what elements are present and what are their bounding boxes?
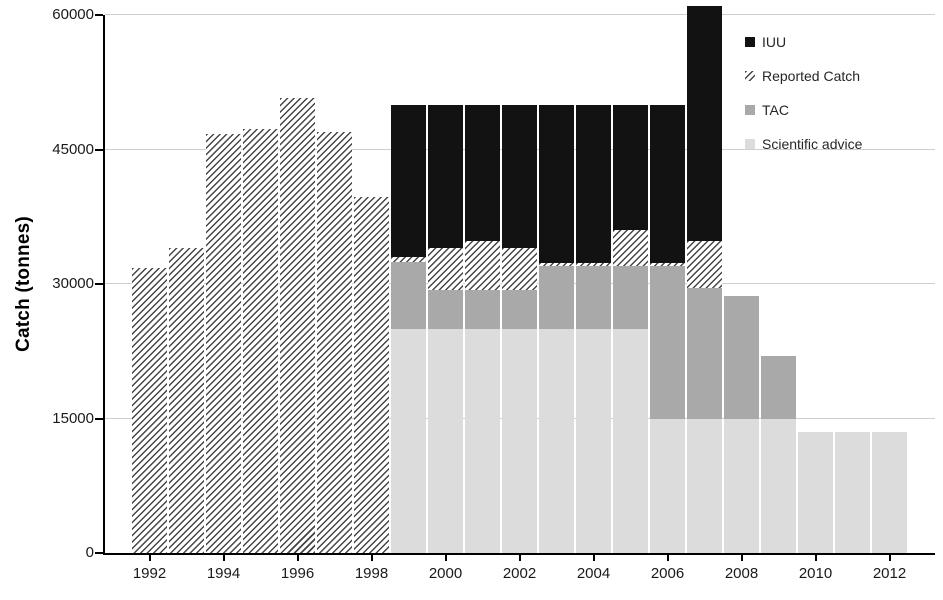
y-tick-label-15000: 15000: [52, 409, 94, 427]
bar-2005-tac: [613, 266, 648, 329]
legend: IUU Reported Catch TAC Scientific advice: [745, 25, 862, 161]
gridline-60000: [105, 14, 935, 15]
legend-swatch-tac: [745, 105, 755, 115]
bar-1995-reported_catch: [243, 128, 278, 553]
bar-2003-reported_catch: [539, 263, 574, 267]
x-tick-label-2008: 2008: [724, 565, 759, 582]
legend-item-tac: TAC: [745, 93, 862, 127]
x-tick-label-2012: 2012: [872, 565, 907, 582]
y-tick-mark: [95, 417, 103, 420]
y-tick-mark: [95, 148, 103, 151]
bar-1999-reported_catch: [391, 257, 426, 262]
x-tick-mark: [370, 555, 373, 561]
bar-2006-iuu: [650, 104, 685, 264]
bar-2001-scientific_advice: [465, 328, 500, 553]
bar-2004-iuu: [576, 104, 611, 264]
bar-2000-scientific_advice: [428, 328, 463, 553]
bar-1992-reported_catch: [132, 267, 167, 553]
legend-item-scientific-advice: Scientific advice: [745, 127, 862, 161]
bar-2001-reported_catch: [465, 240, 500, 291]
bar-1996-reported_catch: [280, 98, 315, 553]
bar-2002-reported_catch: [502, 248, 537, 291]
legend-swatch-iuu: [745, 37, 755, 47]
bar-1997-reported_catch: [317, 131, 352, 553]
bar-2006-scientific_advice: [650, 418, 685, 553]
bar-1999-tac: [391, 261, 426, 329]
x-tick-label-1992: 1992: [132, 565, 167, 582]
bar-2001-iuu: [465, 104, 500, 241]
x-tick-label-2004: 2004: [576, 565, 611, 582]
x-tick-label-2000: 2000: [428, 565, 463, 582]
bar-2005-reported_catch: [613, 230, 648, 267]
legend-label: Scientific advice: [762, 136, 863, 152]
y-tick-mark: [95, 14, 103, 16]
x-tick-mark: [666, 555, 669, 561]
bar-2000-tac: [428, 290, 463, 329]
bar-2001-tac: [465, 290, 500, 329]
legend-item-reported-catch: Reported Catch: [745, 59, 862, 93]
bar-1994-reported_catch: [206, 134, 241, 553]
y-tick-label-60000: 60000: [52, 6, 94, 23]
x-tick-label-2002: 2002: [502, 565, 537, 582]
bar-2000-reported_catch: [428, 248, 463, 291]
bar-1993-reported_catch: [169, 248, 204, 553]
x-tick-label-1998: 1998: [354, 565, 389, 582]
bar-2012-scientific_advice: [872, 431, 907, 553]
bar-2007-iuu: [687, 6, 722, 241]
x-tick-mark: [222, 555, 225, 561]
y-tick-mark: [95, 283, 103, 285]
bar-2002-iuu: [502, 104, 537, 249]
bar-2009-scientific_advice: [761, 418, 796, 553]
bar-1999-scientific_advice: [391, 328, 426, 553]
bar-2002-scientific_advice: [502, 328, 537, 553]
x-tick-mark: [592, 555, 595, 561]
bar-2007-reported_catch: [687, 240, 722, 289]
bar-2004-scientific_advice: [576, 328, 611, 553]
bar-2006-reported_catch: [650, 263, 685, 267]
bar-2003-tac: [539, 266, 574, 329]
y-tick-label-45000: 45000: [52, 140, 94, 158]
x-tick-label-1994: 1994: [206, 565, 241, 582]
bar-2003-scientific_advice: [539, 328, 574, 553]
bar-2009-tac: [761, 355, 796, 419]
bar-2005-scientific_advice: [613, 328, 648, 553]
bar-2003-iuu: [539, 104, 574, 264]
x-tick-mark: [740, 555, 743, 561]
x-tick-mark: [296, 555, 299, 561]
bar-2004-reported_catch: [576, 263, 611, 267]
legend-swatch-reported-catch: [745, 71, 755, 81]
bar-2005-iuu: [613, 104, 648, 231]
bar-2008-tac: [724, 295, 759, 419]
legend-label: IUU: [762, 34, 787, 50]
x-tick-mark: [148, 555, 151, 561]
y-tick-label-0: 0: [85, 544, 94, 561]
bar-2006-tac: [650, 266, 685, 419]
legend-item-iuu: IUU: [745, 25, 862, 59]
x-tick-mark: [518, 555, 521, 561]
bar-2008-scientific_advice: [724, 418, 759, 553]
bar-2007-tac: [687, 288, 722, 419]
x-tick-label-2010: 2010: [798, 565, 833, 582]
bar-2007-scientific_advice: [687, 418, 722, 553]
legend-label: TAC: [762, 102, 789, 118]
plot-area: [103, 6, 935, 555]
y-tick-label-30000: 30000: [52, 275, 94, 292]
bar-1998-reported_catch: [354, 197, 389, 553]
bar-2010-scientific_advice: [798, 431, 833, 553]
legend-label: Reported Catch: [762, 68, 861, 84]
x-tick-mark: [888, 555, 891, 561]
bar-1999-iuu: [391, 104, 426, 258]
bar-2011-scientific_advice: [835, 431, 870, 553]
bar-2000-iuu: [428, 104, 463, 249]
x-tick-label-2006: 2006: [650, 565, 685, 582]
bar-2002-tac: [502, 290, 537, 329]
x-tick-label-1996: 1996: [280, 565, 315, 582]
y-tick-mark: [95, 552, 103, 554]
x-tick-mark: [814, 555, 817, 561]
legend-swatch-scientific-advice: [745, 139, 755, 149]
x-tick-mark: [444, 555, 447, 561]
bar-2004-tac: [576, 266, 611, 329]
